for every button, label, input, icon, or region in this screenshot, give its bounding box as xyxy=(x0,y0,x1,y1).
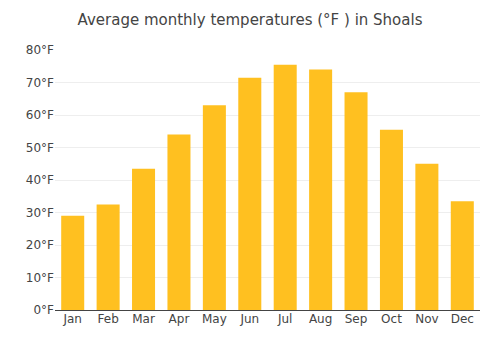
svg-text:Sep: Sep xyxy=(345,312,368,326)
svg-text:Jun: Jun xyxy=(239,312,259,326)
svg-text:Oct: Oct xyxy=(381,312,402,326)
svg-text:80°F: 80°F xyxy=(26,43,54,57)
svg-text:Aug: Aug xyxy=(309,312,332,326)
svg-text:Average monthly temperatures (: Average monthly temperatures (°F ) in Sh… xyxy=(78,11,423,29)
svg-text:50°F: 50°F xyxy=(26,141,54,155)
svg-text:Jul: Jul xyxy=(277,312,292,326)
svg-text:Dec: Dec xyxy=(451,312,474,326)
svg-text:10°F: 10°F xyxy=(26,271,54,285)
svg-text:0°F: 0°F xyxy=(33,303,54,317)
svg-text:60°F: 60°F xyxy=(26,108,54,122)
svg-text:20°F: 20°F xyxy=(26,238,54,252)
svg-text:May: May xyxy=(202,312,227,326)
svg-text:Mar: Mar xyxy=(132,312,155,326)
svg-text:Nov: Nov xyxy=(415,312,438,326)
svg-text:70°F: 70°F xyxy=(26,76,54,90)
svg-text:40°F: 40°F xyxy=(26,173,54,187)
svg-text:Apr: Apr xyxy=(169,312,190,326)
svg-text:30°F: 30°F xyxy=(26,206,54,220)
svg-text:Feb: Feb xyxy=(98,312,119,326)
svg-text:Jan: Jan xyxy=(62,312,82,326)
